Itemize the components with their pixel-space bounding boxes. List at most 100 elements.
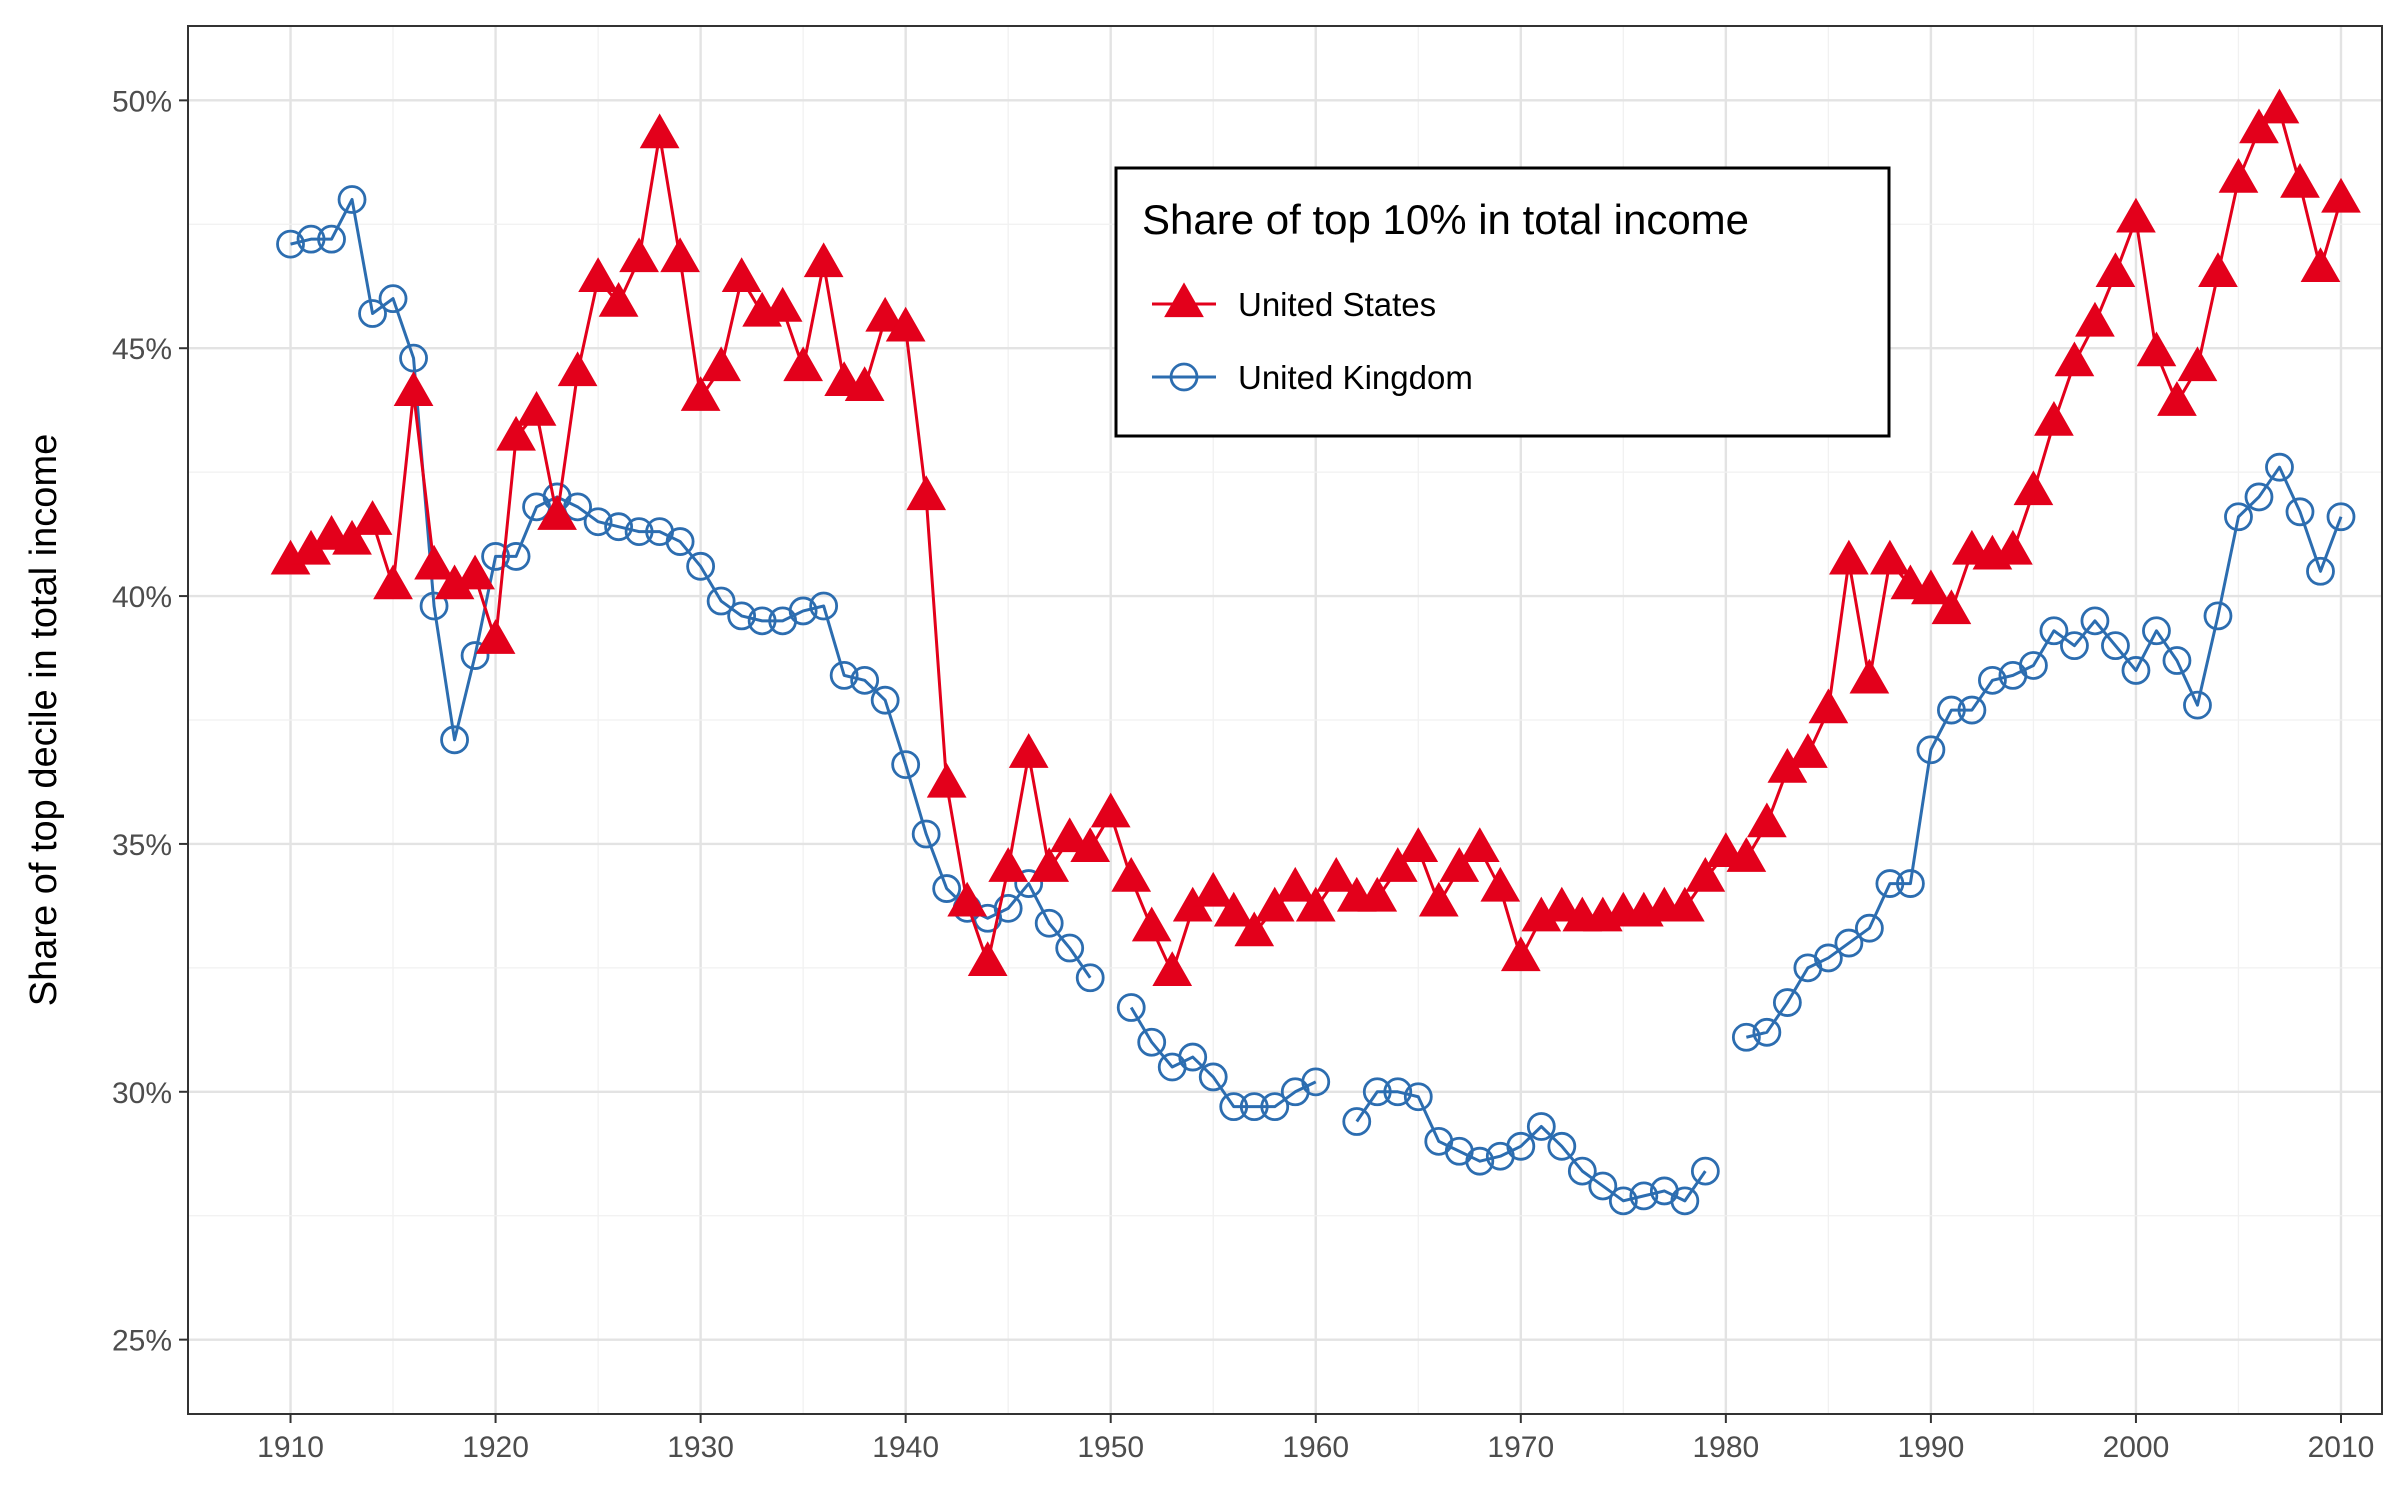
uk-point-marker (2060, 631, 2089, 661)
us-point-marker (2218, 158, 2259, 193)
uk-point-marker (1608, 1186, 1638, 1216)
x-tick-label: 1920 (462, 1431, 529, 1464)
us-point-marker (1870, 539, 1910, 575)
us-point-marker (1911, 569, 1951, 605)
us-point-marker (721, 257, 762, 292)
uk-point-marker (2203, 601, 2233, 631)
uk-point-marker (276, 229, 305, 259)
us-point-marker (2300, 247, 2341, 283)
uk-point-marker (727, 601, 757, 631)
us-point-marker (1931, 589, 1972, 625)
legend-box (1114, 166, 1891, 438)
uk-point-marker (706, 586, 736, 616)
us-point-marker (2239, 108, 2279, 144)
uk-point-marker (1854, 913, 1884, 943)
axis-ticks: 1910 1920 1930 1940 1950 1960 1970 1980 1990 2000… (112, 85, 2374, 1464)
us-point-marker (1070, 827, 1111, 863)
us-point-marker (2116, 197, 2156, 233)
uk-point-marker (2039, 616, 2069, 646)
x-tick-label: 1950 (1077, 1431, 1144, 1464)
us-point-marker (926, 762, 967, 798)
y-tick-label: 25% (112, 1325, 172, 1358)
us-point-marker (660, 237, 700, 273)
us-point-marker (1357, 876, 1398, 912)
uk-point-marker (1301, 1067, 1331, 1097)
us-point-marker (762, 286, 803, 322)
us-point-marker (1500, 936, 1541, 972)
uk-point-marker (317, 224, 346, 254)
us-point-marker (1213, 891, 1254, 927)
us-point-marker (1829, 539, 1869, 575)
uk-point-marker (2101, 631, 2130, 661)
us-point-marker (393, 371, 434, 406)
us-point-marker (557, 351, 598, 387)
us-point-marker (1029, 847, 1070, 882)
us-point-marker (2198, 252, 2238, 287)
y-tick-label: 45% (112, 333, 172, 366)
legend-item-united-states: United States (1152, 282, 1436, 323)
uk-point-marker (1978, 665, 2007, 695)
us-point-marker (1541, 886, 1582, 922)
uk-point-marker (1465, 1146, 1495, 1176)
uk-point-marker (788, 596, 818, 626)
us-point-marker (2136, 331, 2177, 367)
legend-title: Share of top 10% in total income (1142, 196, 1749, 243)
uk-point-marker (1670, 1186, 1700, 1216)
us-point-marker (373, 564, 413, 600)
legend-label: United States (1238, 286, 1436, 323)
uk-point-marker (2306, 556, 2335, 586)
us-point-marker (803, 242, 844, 278)
us-point-marker (455, 554, 495, 590)
us-point-marker (988, 847, 1029, 882)
uk-point-marker (665, 527, 695, 556)
us-point-marker (2095, 252, 2136, 287)
x-tick-label: 1960 (1282, 1431, 1349, 1464)
series-united-kingdom (276, 185, 2356, 1216)
us-point-marker (414, 544, 454, 580)
uk-point-marker (1239, 1092, 1269, 1122)
uk-point-marker (1178, 1042, 1208, 1072)
uk-point-marker (1137, 1027, 1167, 1057)
uk-point-marker (2162, 646, 2192, 675)
uk-point-marker (2224, 502, 2253, 532)
y-tick-label: 35% (112, 829, 172, 862)
us-point-marker (352, 500, 393, 535)
uk-point-marker (1403, 1082, 1433, 1112)
uk-point-marker (1526, 1112, 1556, 1141)
uk-point-marker (604, 512, 633, 542)
us-point-marker (1849, 658, 1890, 694)
us-point-marker (2013, 470, 2054, 506)
us-point-marker (1090, 792, 1131, 828)
uk-point-marker (1198, 1062, 1228, 1092)
legend-items: United States United Kingdom (1152, 282, 1473, 396)
y-axis-title: Share of top decile in total income (23, 434, 65, 1006)
us-point-marker (1664, 886, 1705, 922)
us-point-marker (844, 366, 885, 402)
uk-point-marker (1937, 695, 1966, 725)
us-point-marker (680, 376, 721, 411)
uk-point-marker (1752, 1017, 1782, 1047)
us-point-marker (1377, 847, 1418, 882)
us-point-marker (885, 306, 926, 342)
uk-point-marker (624, 517, 654, 547)
uk-point-marker (1169, 362, 1199, 392)
us-point-marker (1131, 906, 1172, 942)
uk-point-marker (1362, 1077, 1392, 1107)
us-point-marker (1234, 911, 1275, 947)
uk-point-marker (1834, 928, 1864, 958)
uk-point-marker (1567, 1156, 1597, 1186)
uk-point-marker (563, 492, 592, 522)
uk-point-marker (1957, 695, 1987, 725)
uk-point-marker (2265, 452, 2294, 482)
x-tick-label: 1930 (667, 1431, 734, 1464)
us-point-marker (1295, 886, 1336, 922)
us-point-marker (906, 475, 947, 511)
uk-point-marker (1260, 1092, 1290, 1122)
y-tick-label: 50% (112, 85, 172, 118)
x-tick-label: 1980 (1692, 1431, 1759, 1464)
us-point-marker (1152, 951, 1193, 986)
uk-point-marker (829, 660, 859, 690)
uk-point-marker (1116, 993, 1146, 1022)
